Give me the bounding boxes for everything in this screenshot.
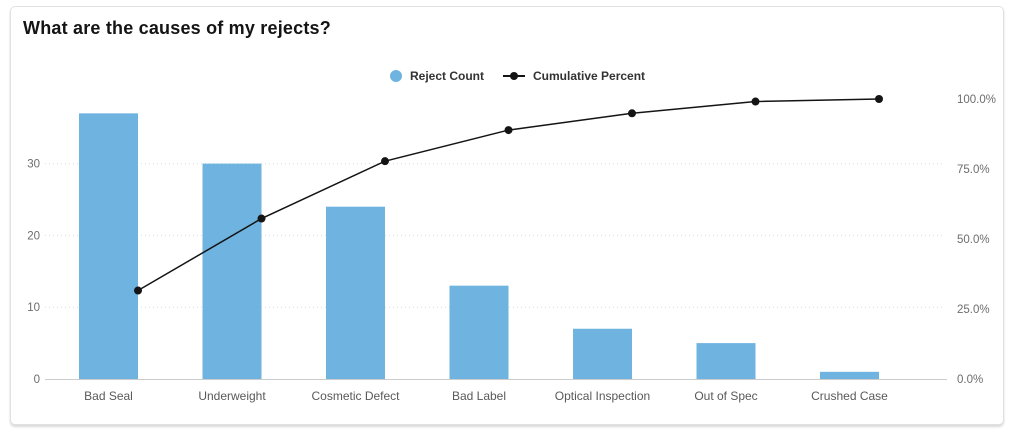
category-label: Optical Inspection xyxy=(555,389,650,403)
category-label: Bad Seal xyxy=(84,389,133,403)
bar-cosmetic-defect[interactable] xyxy=(326,206,385,379)
legend-label-reject-count: Reject Count xyxy=(410,69,485,83)
legend-label-cumulative-percent: Cumulative Percent xyxy=(533,69,646,83)
count-axis-tick-label: 10 xyxy=(27,302,40,314)
percent-axis-tick-label: 0.0% xyxy=(957,374,983,386)
percent-axis-tick-label: 75.0% xyxy=(957,164,990,176)
percent-axis-tick-label: 100.0% xyxy=(957,94,996,106)
cumulative-point-optical-inspection[interactable] xyxy=(628,109,636,118)
bar-bad-label[interactable] xyxy=(449,285,509,379)
legend-item-cumulative-percent[interactable]: Cumulative Percent xyxy=(503,69,645,83)
bar-optical-inspection[interactable] xyxy=(573,328,632,379)
line-series-swatch-icon xyxy=(503,72,526,81)
count-axis-tick-label: 30 xyxy=(27,159,40,171)
category-label: Out of Spec xyxy=(694,389,757,403)
category-label: Underweight xyxy=(198,389,266,403)
category-label: Cosmetic Defect xyxy=(311,389,400,403)
category-label: Bad Label xyxy=(452,389,506,403)
count-axis-tick-label: 20 xyxy=(27,230,40,242)
bar-series-swatch-icon xyxy=(390,70,402,82)
bar-out-of-spec[interactable] xyxy=(696,343,756,379)
legend-item-reject-count[interactable]: Reject Count xyxy=(390,69,484,83)
count-axis-tick-label: 0 xyxy=(34,374,40,386)
percent-axis-tick-label: 25.0% xyxy=(957,304,990,316)
cumulative-point-cosmetic-defect[interactable] xyxy=(381,157,389,166)
bar-crushed-case[interactable] xyxy=(820,371,879,379)
legend: Reject Count Cumulative Percent xyxy=(390,69,645,83)
chart-title: What are the causes of my rejects? xyxy=(23,18,331,38)
bar-underweight[interactable] xyxy=(202,163,262,379)
cumulative-point-crushed-case[interactable] xyxy=(875,95,883,103)
cumulative-point-bad-label[interactable] xyxy=(504,126,513,135)
category-label: Crushed Case xyxy=(811,389,888,403)
cumulative-point-underweight[interactable] xyxy=(257,214,266,223)
percent-axis-tick-label: 50.0% xyxy=(957,234,990,246)
cumulative-point-bad-seal[interactable] xyxy=(134,286,142,295)
cumulative-point-out-of-spec[interactable] xyxy=(751,97,760,106)
bar-bad-seal[interactable] xyxy=(79,113,138,379)
